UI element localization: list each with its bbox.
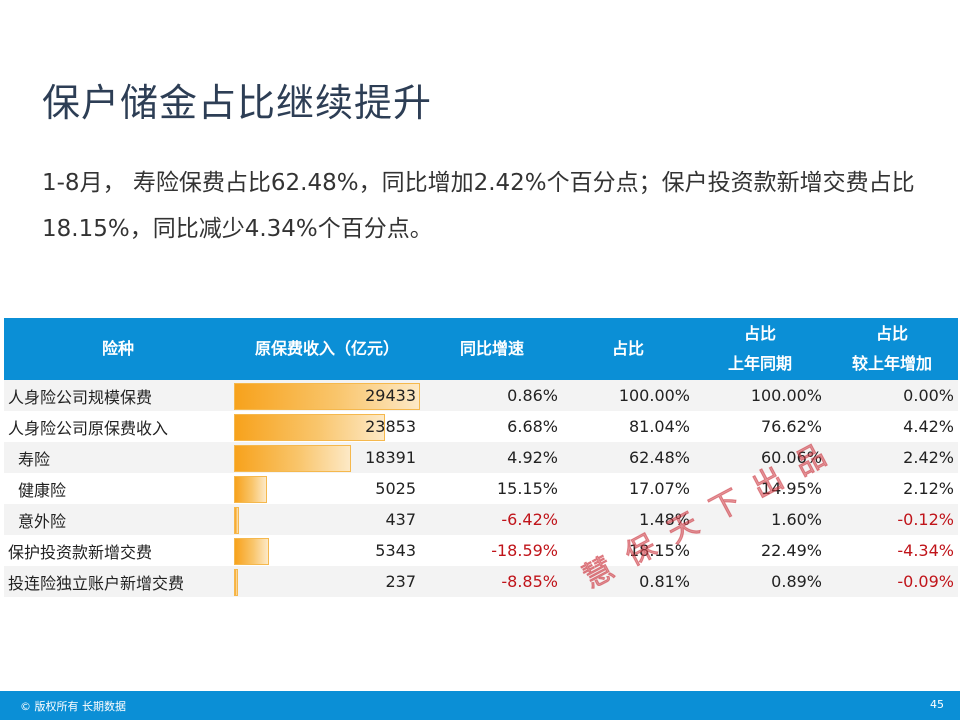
cell-yoy: -8.85% (422, 566, 562, 597)
cell-share-delta: -4.34% (826, 535, 958, 566)
header-type: 险种 (4, 318, 232, 380)
header-share-last-line1: 占比 (743, 324, 776, 343)
cell-yoy: -6.42% (422, 504, 562, 535)
premium-bar (234, 383, 420, 410)
header-share-last: 占比 上年同期 (694, 318, 826, 380)
cell-share-delta: 4.42% (826, 411, 958, 442)
cell-type: 健康险 (4, 473, 232, 504)
header-share-delta-line2: 较上年增加 (851, 354, 932, 373)
cell-type: 意外险 (4, 504, 232, 535)
cell-share: 17.07% (562, 473, 694, 504)
premium-bar (234, 569, 238, 596)
cell-share: 62.48% (562, 442, 694, 473)
premium-bar (234, 507, 239, 534)
table-row: 人身险公司规模保费 29433 0.86% 100.00% 100.00% 0.… (4, 380, 958, 411)
cell-type: 寿险 (4, 442, 232, 473)
cell-share-delta: 0.00% (826, 380, 958, 411)
cell-share: 0.81% (562, 566, 694, 597)
cell-share-delta: -0.12% (826, 504, 958, 535)
cell-premium: 29433 (232, 380, 422, 411)
table-row: 保护投资款新增交费 5343 -18.59% 18.15% 22.49% -4.… (4, 535, 958, 566)
cell-type: 保护投资款新增交费 (4, 535, 232, 566)
cell-type: 人身险公司原保费收入 (4, 411, 232, 442)
cell-share-last: 100.00% (694, 380, 826, 411)
table-body: 人身险公司规模保费 29433 0.86% 100.00% 100.00% 0.… (4, 380, 958, 597)
header-share-delta-line1: 占比 (875, 324, 908, 343)
premium-bar (234, 476, 267, 503)
table-row: 健康险 5025 15.15% 17.07% 14.95% 2.12% (4, 473, 958, 504)
header-share-delta: 占比 较上年增加 (826, 318, 958, 380)
cell-yoy: 4.92% (422, 442, 562, 473)
premium-bar (234, 414, 385, 441)
cell-share-last: 1.60% (694, 504, 826, 535)
premium-bar (234, 445, 351, 472)
cell-share: 1.48% (562, 504, 694, 535)
cell-type: 投连险独立账户新增交费 (4, 566, 232, 597)
premium-value: 5343 (375, 541, 416, 560)
cell-share: 18.15% (562, 535, 694, 566)
premium-value: 237 (385, 572, 416, 591)
cell-share-delta: -0.09% (826, 566, 958, 597)
table-row: 寿险 18391 4.92% 62.48% 60.06% 2.42% (4, 442, 958, 473)
cell-share: 100.00% (562, 380, 694, 411)
premium-value: 18391 (365, 448, 416, 467)
premium-bar (234, 538, 269, 565)
cell-share-last: 14.95% (694, 473, 826, 504)
cell-share-last: 0.89% (694, 566, 826, 597)
cell-share-delta: 2.42% (826, 442, 958, 473)
cell-share-last: 22.49% (694, 535, 826, 566)
cell-share-last: 60.06% (694, 442, 826, 473)
premium-table: 险种 原保费收入（亿元） 同比增速 占比 占比 上年同期 占比 较上年增加 人身… (4, 318, 958, 597)
header-yoy: 同比增速 (422, 318, 562, 380)
cell-type: 人身险公司规模保费 (4, 380, 232, 411)
cell-share-last: 76.62% (694, 411, 826, 442)
table-header: 险种 原保费收入（亿元） 同比增速 占比 占比 上年同期 占比 较上年增加 (4, 318, 958, 380)
cell-premium: 5025 (232, 473, 422, 504)
cell-yoy: 15.15% (422, 473, 562, 504)
premium-value: 23853 (365, 417, 416, 436)
premium-value: 437 (385, 510, 416, 529)
table-row: 意外险 437 -6.42% 1.48% 1.60% -0.12% (4, 504, 958, 535)
header-premium: 原保费收入（亿元） (232, 318, 422, 380)
cell-yoy: 0.86% (422, 380, 562, 411)
copyright-text: © 版权所有 长期数据 (20, 700, 126, 713)
page-title: 保户储金占比继续提升 (42, 81, 433, 125)
page-number: 45 (930, 698, 944, 711)
cell-share: 81.04% (562, 411, 694, 442)
header-share-last-line2: 上年同期 (727, 354, 792, 373)
footer-bar: © 版权所有 长期数据 45 (0, 691, 960, 720)
header-share: 占比 (562, 318, 694, 380)
table-row: 人身险公司原保费收入 23853 6.68% 81.04% 76.62% 4.4… (4, 411, 958, 442)
cell-premium: 18391 (232, 442, 422, 473)
cell-premium: 437 (232, 504, 422, 535)
cell-yoy: -18.59% (422, 535, 562, 566)
cell-premium: 23853 (232, 411, 422, 442)
cell-premium: 237 (232, 566, 422, 597)
cell-share-delta: 2.12% (826, 473, 958, 504)
cell-premium: 5343 (232, 535, 422, 566)
table-row: 投连险独立账户新增交费 237 -8.85% 0.81% 0.89% -0.09… (4, 566, 958, 597)
premium-value: 29433 (365, 386, 416, 405)
summary-text: 1-8月， 寿险保费占比62.48%，同比增加2.42%个百分点；保户投资款新增… (42, 170, 915, 242)
premium-value: 5025 (375, 479, 416, 498)
cell-yoy: 6.68% (422, 411, 562, 442)
